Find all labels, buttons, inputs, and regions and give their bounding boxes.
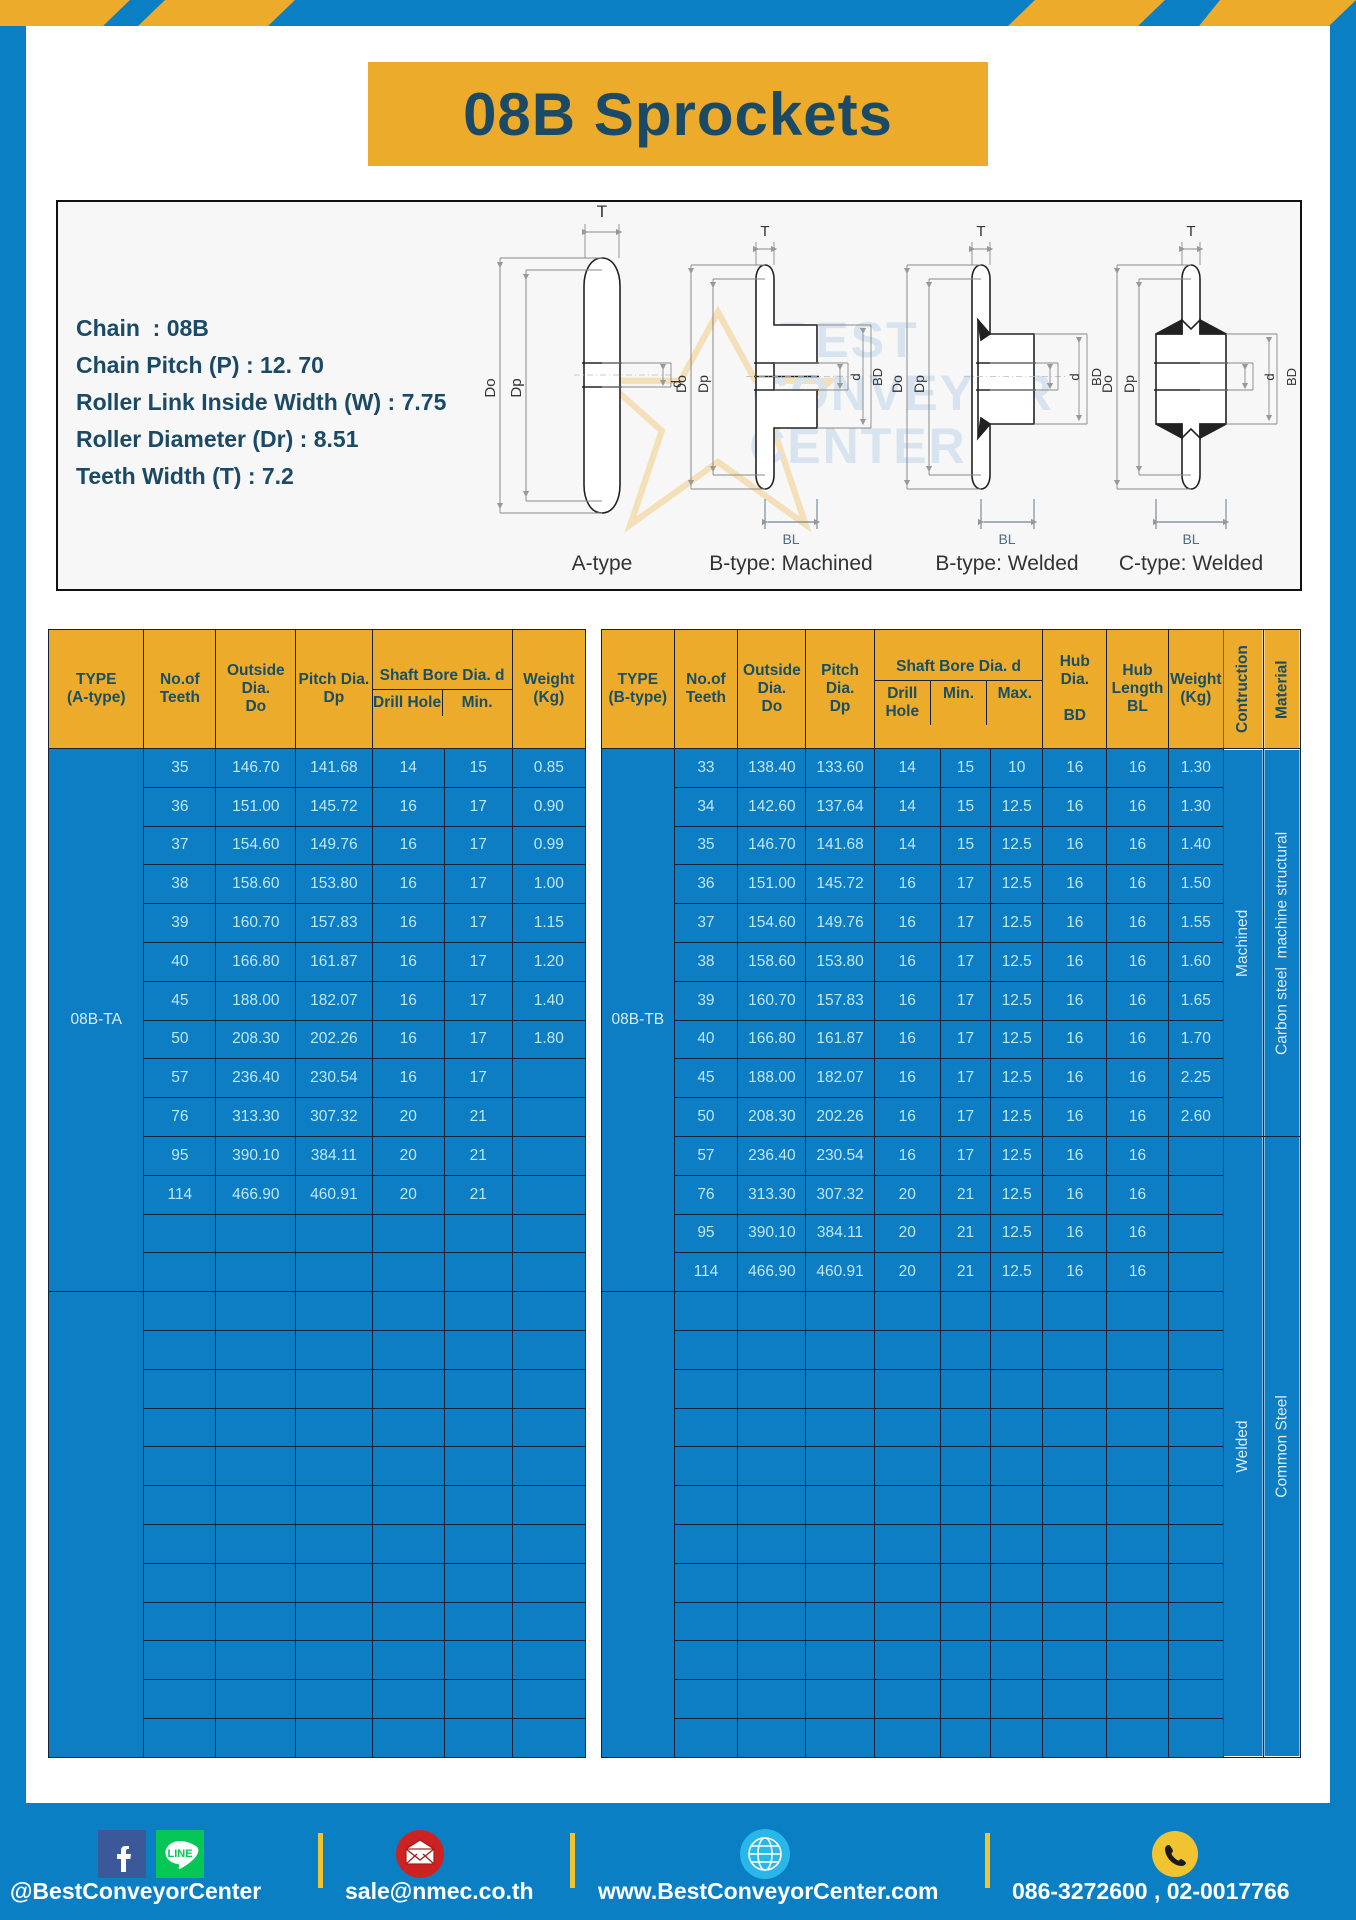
svg-text:Dp: Dp [695,375,711,393]
svg-text:BL: BL [782,531,799,547]
svg-text:d: d [848,373,863,380]
svg-text:T: T [976,223,985,240]
svg-text:T: T [597,202,607,221]
svg-text:BL: BL [998,531,1015,547]
svg-text:LINE: LINE [167,1848,192,1860]
svg-text:A-type: A-type [572,552,633,575]
svg-text:B-type: Machined: B-type: Machined [709,552,872,575]
svg-text:Dp: Dp [911,375,927,393]
svg-text:Dp: Dp [1121,375,1137,393]
svg-text:Do: Do [1099,375,1115,393]
svg-text:BD: BD [1284,368,1299,386]
svg-text:BD: BD [870,368,885,386]
svg-text:Dp: Dp [508,378,525,397]
svg-text:B-type: Welded: B-type: Welded [935,552,1078,575]
svg-text:C-type: Welded: C-type: Welded [1119,552,1263,575]
svg-text:Do: Do [889,375,905,393]
svg-text:T: T [1186,223,1195,240]
svg-text:Do: Do [673,375,689,393]
svg-text:T: T [760,223,769,240]
svg-text:BL: BL [1182,531,1199,547]
svg-text:d: d [1067,373,1082,380]
svg-text:d: d [1262,373,1277,380]
svg-text:Do: Do [482,378,499,397]
